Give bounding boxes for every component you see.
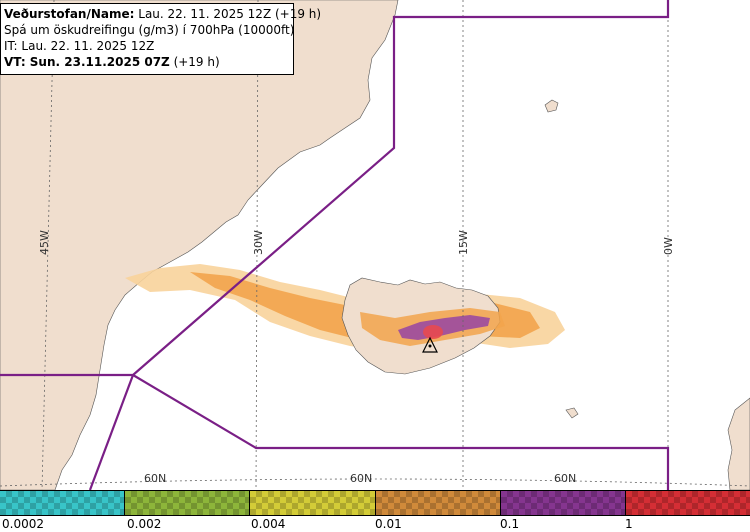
legend-label-3: 0.004 xyxy=(251,517,286,531)
map-canvas: 45W 30W 15W 0W 60N 60N 60N xyxy=(0,0,750,490)
legend-swatch-2 xyxy=(125,491,251,515)
legend-label-1: 0.0002 xyxy=(2,517,44,531)
jan-mayen xyxy=(565,407,579,419)
lon-label-15w: 15W xyxy=(457,230,470,255)
legend-swatch-5 xyxy=(500,491,626,515)
lon-label-45w: 45W xyxy=(38,230,51,255)
lon-label-0w: 0W xyxy=(662,237,675,255)
longitude-gridlines xyxy=(41,0,669,490)
info-line-issue-time: IT: Lau. 22. 11. 2025 12Z xyxy=(4,39,155,53)
info-line-valid-time: VT: Sun. 23.11.2025 07Z (+19 h) xyxy=(4,54,290,70)
forecast-info-box: Veðurstofan/Name: Lau. 22. 11. 2025 12Z … xyxy=(0,3,321,75)
legend-label-2: 0.002 xyxy=(127,517,162,531)
ash-plume-peak xyxy=(423,325,443,339)
legend-swatch-1 xyxy=(0,491,126,515)
lat-label-2: 60N xyxy=(350,472,372,485)
small-island xyxy=(544,99,559,113)
issuer-value: Lau. 22. 11. 2025 12Z (+19 h) xyxy=(134,7,322,21)
ash-plume-high xyxy=(398,315,490,340)
info-line-product: Spá um öskudreifingu (g/m3) í 700hPa (10… xyxy=(4,23,295,37)
legend-label-4: 0.01 xyxy=(375,517,402,531)
latitude-gridline xyxy=(0,478,750,487)
info-line-issuer: Veðurstofan/Name: Lau. 22. 11. 2025 12Z … xyxy=(4,6,321,22)
greenland-landmass xyxy=(0,0,399,490)
lon-label-30w: 30W xyxy=(252,230,265,255)
lat-label-3: 60N xyxy=(554,472,576,485)
legend-swatch-4 xyxy=(375,491,501,515)
concentration-legend: 0.0002 0.002 0.004 0.01 0.1 1 xyxy=(0,490,750,532)
norway-edge xyxy=(727,397,750,490)
legend-labels: 0.0002 0.002 0.004 0.01 0.1 1 xyxy=(0,516,750,532)
fir-boundary xyxy=(0,0,670,490)
lat-label-1: 60N xyxy=(144,472,166,485)
legend-label-6: 1 xyxy=(625,517,633,531)
legend-swatch-3 xyxy=(250,491,376,515)
volcano-marker-icon xyxy=(422,336,438,353)
legend-swatch-6 xyxy=(625,491,750,515)
valid-time-offset: (+19 h) xyxy=(169,55,220,69)
valid-time-label: VT: Sun. 23.11.2025 07Z xyxy=(4,55,170,69)
legend-color-bar xyxy=(0,490,750,516)
issuer-label: Veðurstofan/Name: xyxy=(4,7,135,21)
legend-label-5: 0.1 xyxy=(500,517,520,531)
